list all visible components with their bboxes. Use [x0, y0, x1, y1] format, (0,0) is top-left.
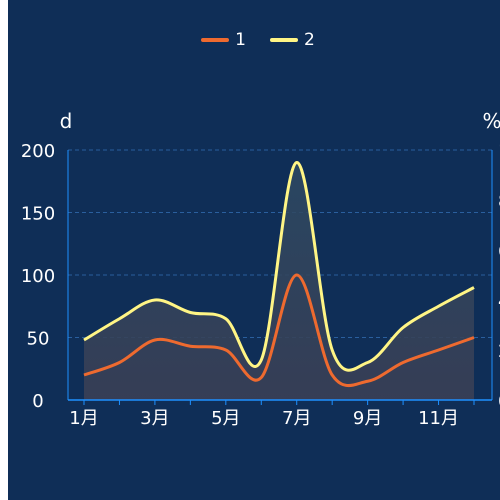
y-tick-left-50: 50 [27, 329, 50, 350]
legend-label-series-1: 1 [235, 30, 246, 50]
data-point-series-1-10月 [400, 360, 406, 366]
x-tick-5月: 5月 [211, 408, 240, 429]
x-tick-7月: 7月 [282, 408, 311, 429]
data-point-series-1-5月 [223, 347, 229, 353]
data-point-series-2-12月 [471, 285, 477, 291]
data-point-series-2-6月 [258, 357, 264, 363]
legend-swatch-series-2 [270, 38, 298, 42]
legend: 1 2 [8, 30, 500, 50]
data-point-series-1-8月 [329, 372, 335, 378]
x-tick-1月: 1月 [69, 408, 98, 429]
y-tick-right-6: 6 [498, 241, 500, 262]
data-point-series-1-3月 [152, 337, 158, 343]
y-tick-right-2: 2 [498, 341, 500, 362]
legend-item-series-2[interactable]: 2 [270, 30, 315, 50]
series-line-2 [83, 160, 475, 372]
data-point-series-2-5月 [223, 316, 229, 322]
y-tick-left-100: 100 [21, 266, 55, 287]
y-tick-right-0: 0 [498, 391, 500, 412]
data-point-series-1-7月 [294, 272, 300, 278]
data-point-series-1-4月 [187, 343, 193, 349]
data-point-series-1-1月 [81, 372, 87, 378]
data-point-series-2-10月 [400, 325, 406, 331]
y-axis-right-label: % [482, 109, 500, 133]
data-point-series-1-9月 [365, 378, 371, 384]
data-point-series-2-4月 [187, 310, 193, 316]
y-tick-left-200: 200 [21, 141, 55, 162]
legend-item-series-1[interactable]: 1 [201, 30, 246, 50]
y-tick-left-150: 150 [21, 204, 55, 225]
y-axis-left-label: d [60, 109, 73, 133]
x-tick-3月: 3月 [140, 408, 169, 429]
y-tick-right-4: 4 [498, 291, 500, 312]
data-point-series-1-12月 [471, 335, 477, 341]
y-tick-right-8: 8 [498, 191, 500, 212]
data-point-series-2-8月 [329, 347, 335, 353]
legend-swatch-series-1 [201, 38, 230, 42]
series-line-1 [83, 273, 475, 388]
data-point-series-2-3月 [152, 297, 158, 303]
data-point-series-2-11月 [436, 303, 442, 309]
data-point-series-2-2月 [116, 316, 122, 322]
data-point-series-2-7月 [294, 160, 300, 166]
x-tick-11月: 11月 [418, 408, 459, 429]
legend-label-series-2: 2 [304, 30, 315, 50]
y-tick-right-10: 10 [498, 141, 500, 162]
area-chart: 0 50 100 150 200 0 2 4 6 8 10 1月 3月 5月 7月 9月 11月 d % [21, 109, 500, 429]
data-point-series-2-9月 [365, 360, 371, 366]
data-point-series-1-6月 [258, 375, 264, 381]
y-tick-left-0: 0 [32, 391, 43, 412]
data-point-series-1-11月 [436, 347, 442, 353]
data-point-series-2-1月 [81, 337, 87, 343]
data-point-series-1-2月 [116, 360, 122, 366]
x-tick-9月: 9月 [353, 408, 382, 429]
series-area-fill [84, 162, 474, 400]
